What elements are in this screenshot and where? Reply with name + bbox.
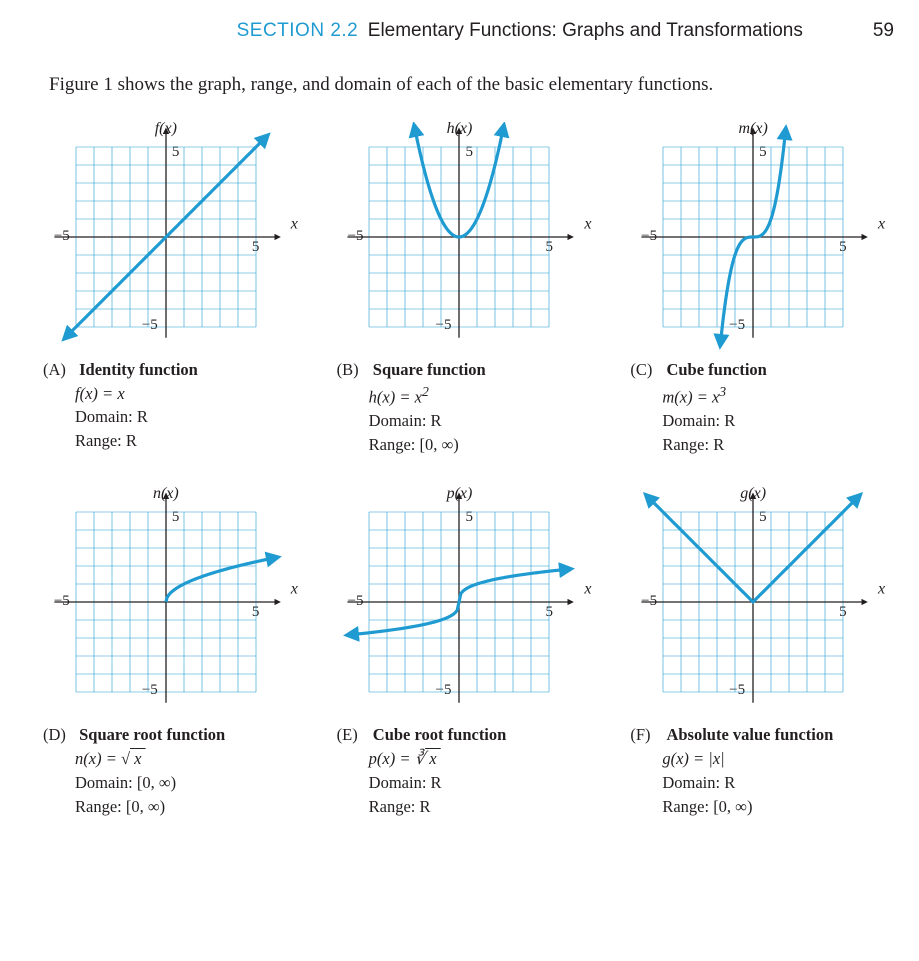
page-number: 59 [873, 20, 894, 42]
panel-tag: (C) [630, 358, 662, 382]
panel-caption: (E) Cube root function p(x) = ∛ x Domain… [319, 723, 601, 819]
figure-panel: f(x) x 5 −5 −5 5 (A) Identity function f… [25, 122, 307, 457]
plot-wrap: m(x) x 5 −5 −5 5 [623, 122, 883, 352]
panel-caption: (A) Identity function f(x) = x Domain: R… [25, 358, 307, 454]
panel-domain: Domain: R [630, 409, 894, 433]
panel-range: Range: R [43, 429, 307, 453]
panel-range: Range: [0, ∞) [337, 433, 601, 457]
panel-equation: f(x) = x [43, 382, 307, 406]
intro-paragraph: Figure 1 shows the graph, range, and dom… [25, 72, 894, 98]
plot-svg [623, 122, 883, 352]
page-header: SECTION 2.2 Elementary Functions: Graphs… [25, 20, 894, 42]
panel-caption: (B) Square function h(x) = x2 Domain: R … [319, 358, 601, 457]
plot-svg [329, 122, 589, 352]
panel-equation: n(x) = √ x [43, 747, 307, 771]
plot-svg [36, 122, 296, 352]
panel-domain: Domain: [0, ∞) [43, 771, 307, 795]
panel-domain: Domain: R [337, 771, 601, 795]
panel-title: Cube root function [373, 725, 507, 744]
panel-tag: (F) [630, 723, 662, 747]
panel-equation: h(x) = x2 [337, 382, 601, 409]
panel-domain: Domain: R [43, 405, 307, 429]
panel-title: Square function [373, 360, 486, 379]
plot-svg [329, 487, 589, 717]
panel-caption: (F) Absolute value function g(x) = |x| D… [612, 723, 894, 819]
panel-title: Square root function [79, 725, 225, 744]
panel-tag: (E) [337, 723, 369, 747]
panel-tag: (D) [43, 723, 75, 747]
panel-caption: (C) Cube function m(x) = x3 Domain: R Ra… [612, 358, 894, 457]
panel-title: Identity function [79, 360, 198, 379]
panel-domain: Domain: R [630, 771, 894, 795]
plot-wrap: f(x) x 5 −5 −5 5 [36, 122, 296, 352]
panel-tag: (B) [337, 358, 369, 382]
figure-panel: g(x) x 5 −5 −5 5 (F) Absolute value func… [612, 487, 894, 819]
plot-wrap: g(x) x 5 −5 −5 5 [623, 487, 883, 717]
figure-panel: p(x) x 5 −5 −5 5 (E) Cube root function … [319, 487, 601, 819]
panel-title: Cube function [666, 360, 766, 379]
plot-svg [36, 487, 296, 717]
panel-tag: (A) [43, 358, 75, 382]
panel-equation: m(x) = x3 [630, 382, 894, 409]
panel-range: Range: R [337, 795, 601, 819]
panel-range: Range: [0, ∞) [43, 795, 307, 819]
panel-range: Range: R [630, 433, 894, 457]
panel-caption: (D) Square root function n(x) = √ x Doma… [25, 723, 307, 819]
panel-domain: Domain: R [337, 409, 601, 433]
panel-equation: p(x) = ∛ x [337, 747, 601, 771]
figure-panel: n(x) x 5 −5 −5 5 (D) Square root functio… [25, 487, 307, 819]
panel-title: Absolute value function [666, 725, 833, 744]
figure-panel: m(x) x 5 −5 −5 5 (C) Cube function m(x) … [612, 122, 894, 457]
section-title: Elementary Functions: Graphs and Transfo… [368, 20, 803, 41]
plot-wrap: h(x) x 5 −5 −5 5 [329, 122, 589, 352]
panel-equation: g(x) = |x| [630, 747, 894, 771]
plot-wrap: n(x) x 5 −5 −5 5 [36, 487, 296, 717]
panel-range: Range: [0, ∞) [630, 795, 894, 819]
figure-panel: h(x) x 5 −5 −5 5 (B) Square function h(x… [319, 122, 601, 457]
section-label: SECTION 2.2 [237, 20, 359, 41]
plot-svg [623, 487, 883, 717]
plot-wrap: p(x) x 5 −5 −5 5 [329, 487, 589, 717]
figure-grid: f(x) x 5 −5 −5 5 (A) Identity function f… [25, 122, 894, 819]
